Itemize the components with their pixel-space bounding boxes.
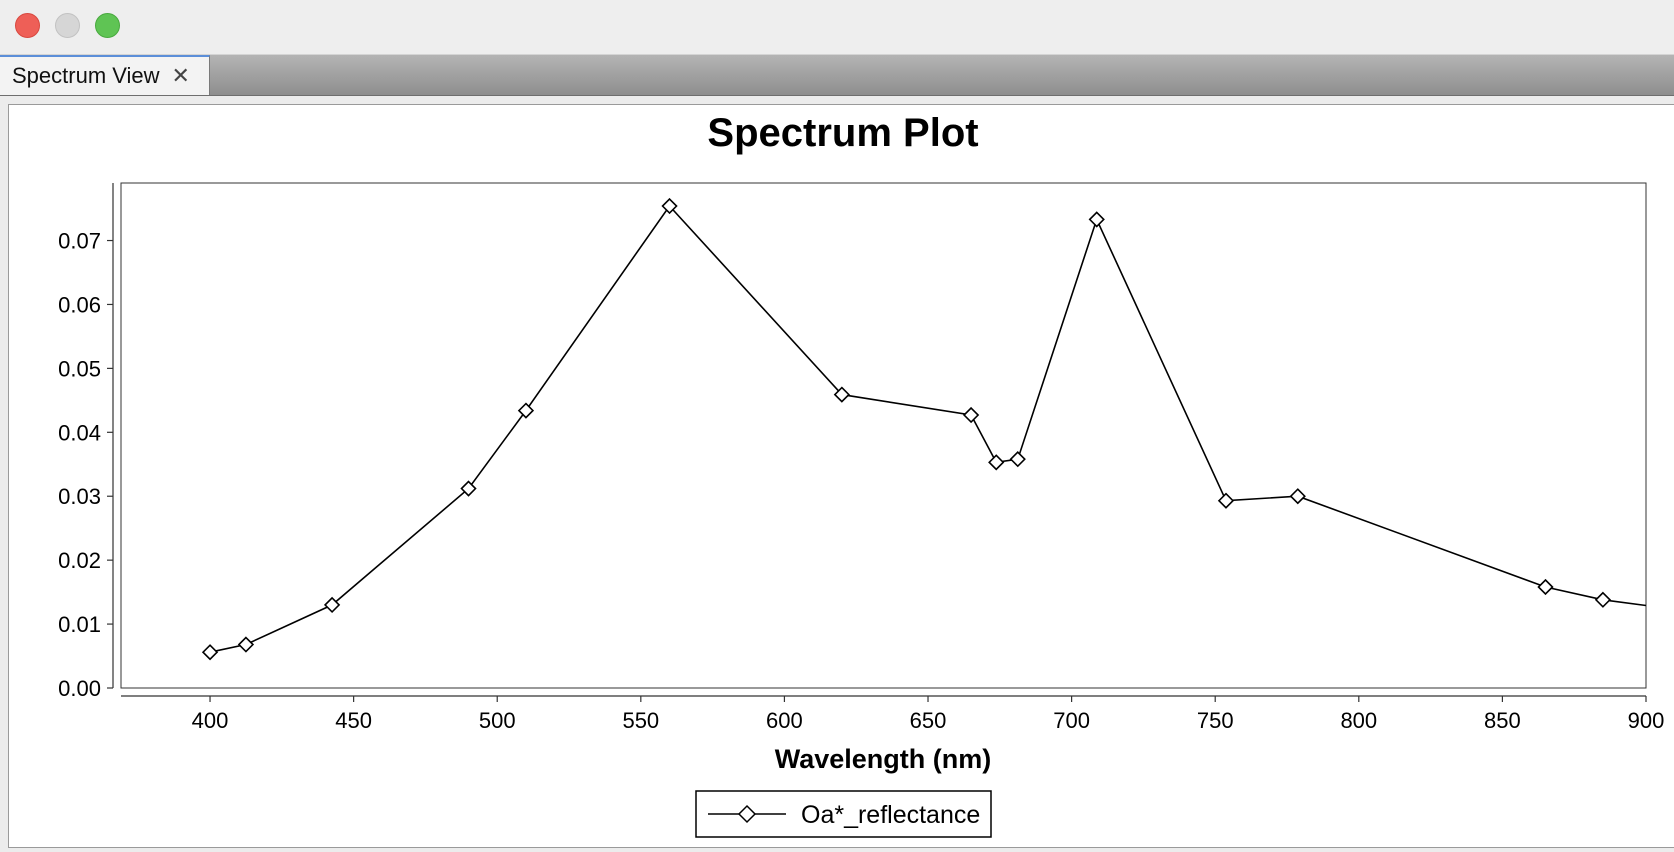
y-tick-label: 0.03 — [58, 484, 101, 509]
y-tick-label: 0.00 — [58, 676, 101, 701]
tab-strip: Spectrum View ✕ — [0, 55, 1674, 96]
y-tick-label: 0.05 — [58, 356, 101, 381]
y-tick-label: 0.04 — [58, 420, 101, 445]
data-point-marker — [833, 386, 850, 403]
y-tick-label: 0.02 — [58, 548, 101, 573]
y-axis-ticks: 0.00 0.01 0.02 0.03 0.04 0.05 0.06 0.07 — [58, 229, 113, 701]
legend: Oa*_reflectance — [695, 790, 992, 838]
x-tick-label: 600 — [766, 708, 803, 733]
data-point-marker — [201, 644, 219, 661]
data-point-marker — [988, 454, 1005, 471]
close-window-button[interactable] — [15, 13, 40, 38]
tab-label: Spectrum View — [12, 63, 160, 88]
data-point-marker — [1537, 578, 1554, 596]
series-layer — [201, 197, 1647, 661]
chart-panel: Spectrum Plot 0.00 0.01 0.02 0.03 0.04 0.05 0.… — [8, 104, 1674, 848]
maximize-window-button[interactable] — [95, 13, 120, 38]
x-tick-label: 800 — [1340, 708, 1377, 733]
data-point-marker — [1217, 492, 1235, 509]
y-tick-label: 0.07 — [58, 229, 101, 254]
series-line — [209, 204, 1647, 653]
minimize-window-button[interactable] — [55, 13, 80, 38]
data-point-marker — [962, 406, 980, 424]
data-point-marker — [460, 480, 477, 497]
x-tick-label: 700 — [1053, 708, 1090, 733]
window-titlebar — [0, 0, 1674, 55]
x-axis-label: Wavelength (nm) — [775, 744, 992, 774]
x-tick-label: 900 — [1628, 708, 1665, 733]
plot-area — [120, 182, 1647, 689]
data-point-marker — [1088, 211, 1105, 228]
x-tick-label: 500 — [479, 708, 516, 733]
x-tick-label: 650 — [910, 708, 947, 733]
chart-title: Spectrum Plot — [707, 111, 978, 155]
legend-label: Oa*_reflectance — [801, 801, 980, 829]
close-tab-icon[interactable]: ✕ — [171, 63, 190, 88]
tab-spectrum-view[interactable]: Spectrum View ✕ — [0, 55, 210, 95]
x-axis-ticks: 400 450 500 550 600 650 700 750 800 850 900 — [192, 696, 1665, 733]
x-tick-label: 450 — [335, 708, 372, 733]
data-point-marker — [661, 197, 678, 215]
legend-diamond-icon — [737, 804, 757, 824]
data-point-marker — [1594, 591, 1612, 608]
data-point-marker — [517, 402, 535, 419]
x-tick-label: 850 — [1484, 708, 1521, 733]
data-point-marker — [1289, 488, 1306, 505]
spectrum-chart: Spectrum Plot 0.000.010.020.030.040.050.… — [58, 111, 1665, 838]
x-tick-label: 550 — [622, 708, 659, 733]
y-tick-label: 0.06 — [58, 292, 101, 317]
x-tick-label: 750 — [1197, 708, 1234, 733]
x-tick-label: 400 — [192, 708, 229, 733]
data-point-marker — [237, 636, 255, 653]
data-point-marker — [323, 596, 341, 614]
y-tick-label: 0.01 — [58, 612, 101, 637]
data-point-marker — [1009, 451, 1026, 468]
